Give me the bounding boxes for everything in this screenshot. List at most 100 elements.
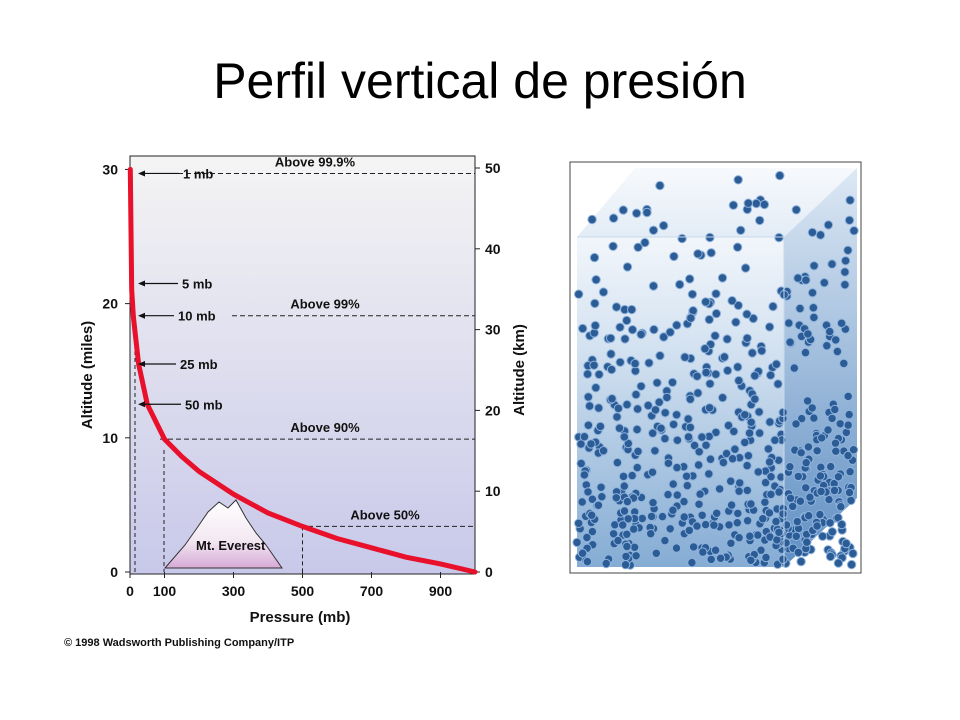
molecule <box>594 369 604 380</box>
molecule <box>692 371 702 381</box>
molecule <box>784 318 794 328</box>
molecule <box>755 215 765 226</box>
molecule <box>618 205 628 215</box>
molecule <box>771 359 782 369</box>
molecule <box>693 249 703 259</box>
molecule <box>591 383 601 393</box>
molecule <box>809 413 819 423</box>
molecule <box>778 407 788 418</box>
molecule <box>614 423 625 433</box>
molecule <box>801 275 811 285</box>
x-tick-label: 500 <box>291 583 315 599</box>
molecule <box>704 314 714 325</box>
molecule <box>844 487 855 498</box>
molecule <box>845 195 855 205</box>
molecule <box>765 417 775 427</box>
molecule <box>849 226 859 236</box>
molecule <box>679 512 689 522</box>
molecule <box>656 423 666 433</box>
molecule <box>763 444 774 454</box>
molecule <box>644 358 654 368</box>
y2-tick-label: 40 <box>485 241 501 257</box>
molecule <box>632 424 642 435</box>
molecule <box>692 521 702 531</box>
molecule <box>694 499 704 509</box>
molecule <box>622 496 633 507</box>
molecule <box>587 214 597 225</box>
molecule <box>671 410 682 420</box>
molecule <box>740 410 750 420</box>
molecule <box>598 446 609 456</box>
pressure-label: 50 mb <box>185 397 223 412</box>
molecule <box>583 487 593 497</box>
molecule <box>776 472 786 482</box>
molecule <box>574 289 584 299</box>
molecule <box>589 360 599 370</box>
molecule <box>709 520 719 530</box>
molecule <box>744 428 755 438</box>
molecule <box>745 531 755 541</box>
molecule <box>815 509 825 520</box>
molecule <box>668 419 679 430</box>
box-edge-lines <box>577 236 785 567</box>
molecule <box>754 428 765 438</box>
molecule <box>629 524 639 534</box>
molecule <box>807 288 818 298</box>
molecule <box>714 484 725 494</box>
molecule <box>649 324 659 335</box>
molecule <box>640 237 650 248</box>
molecule <box>621 551 631 562</box>
molecule <box>660 535 670 546</box>
x-tick-label: 900 <box>429 583 453 599</box>
molecule <box>672 435 683 445</box>
molecule <box>768 301 778 312</box>
pressure-curve <box>127 166 478 575</box>
molecule <box>608 241 618 252</box>
molecule <box>687 289 698 299</box>
molecule <box>731 317 741 327</box>
molecule <box>711 369 721 379</box>
molecule <box>848 445 859 455</box>
molecule <box>706 554 716 565</box>
pressure-arrowhead <box>138 361 145 367</box>
molecule <box>843 420 853 430</box>
molecule <box>788 501 798 512</box>
molecule <box>701 440 711 450</box>
molecule <box>841 538 851 549</box>
molecule <box>724 520 734 530</box>
molecule <box>615 322 625 332</box>
y-axis-title: Altitude (miles) <box>79 321 96 429</box>
molecule <box>774 487 784 497</box>
pressure-labels: 1 mb 5 mb 10 mb 25 mb 50 mb <box>138 166 223 412</box>
molecule <box>750 371 760 381</box>
molecule <box>746 555 756 565</box>
molecule <box>760 497 770 507</box>
molecule <box>687 557 697 568</box>
molecule <box>695 489 705 499</box>
molecule <box>743 198 753 208</box>
molecule <box>683 414 693 424</box>
molecule <box>582 532 592 543</box>
molecule <box>710 331 720 341</box>
molecule <box>611 493 621 503</box>
molecule <box>669 251 679 262</box>
molecule <box>590 320 600 331</box>
y-tick-label: 0 <box>110 564 118 580</box>
y2-tick-label: 30 <box>485 322 501 338</box>
molecule <box>785 493 796 503</box>
molecule <box>844 215 855 226</box>
molecule <box>759 199 770 210</box>
molecule <box>601 558 611 569</box>
molecule <box>793 273 803 283</box>
pressure-label: 5 mb <box>182 276 212 291</box>
molecule <box>662 392 672 403</box>
molecule <box>781 538 791 548</box>
molecule <box>668 479 678 489</box>
y-tick-label: 20 <box>102 296 118 312</box>
molecule <box>620 334 630 344</box>
molecule <box>619 432 629 442</box>
molecule <box>629 542 640 552</box>
molecule <box>750 394 760 404</box>
molecule <box>840 267 850 277</box>
